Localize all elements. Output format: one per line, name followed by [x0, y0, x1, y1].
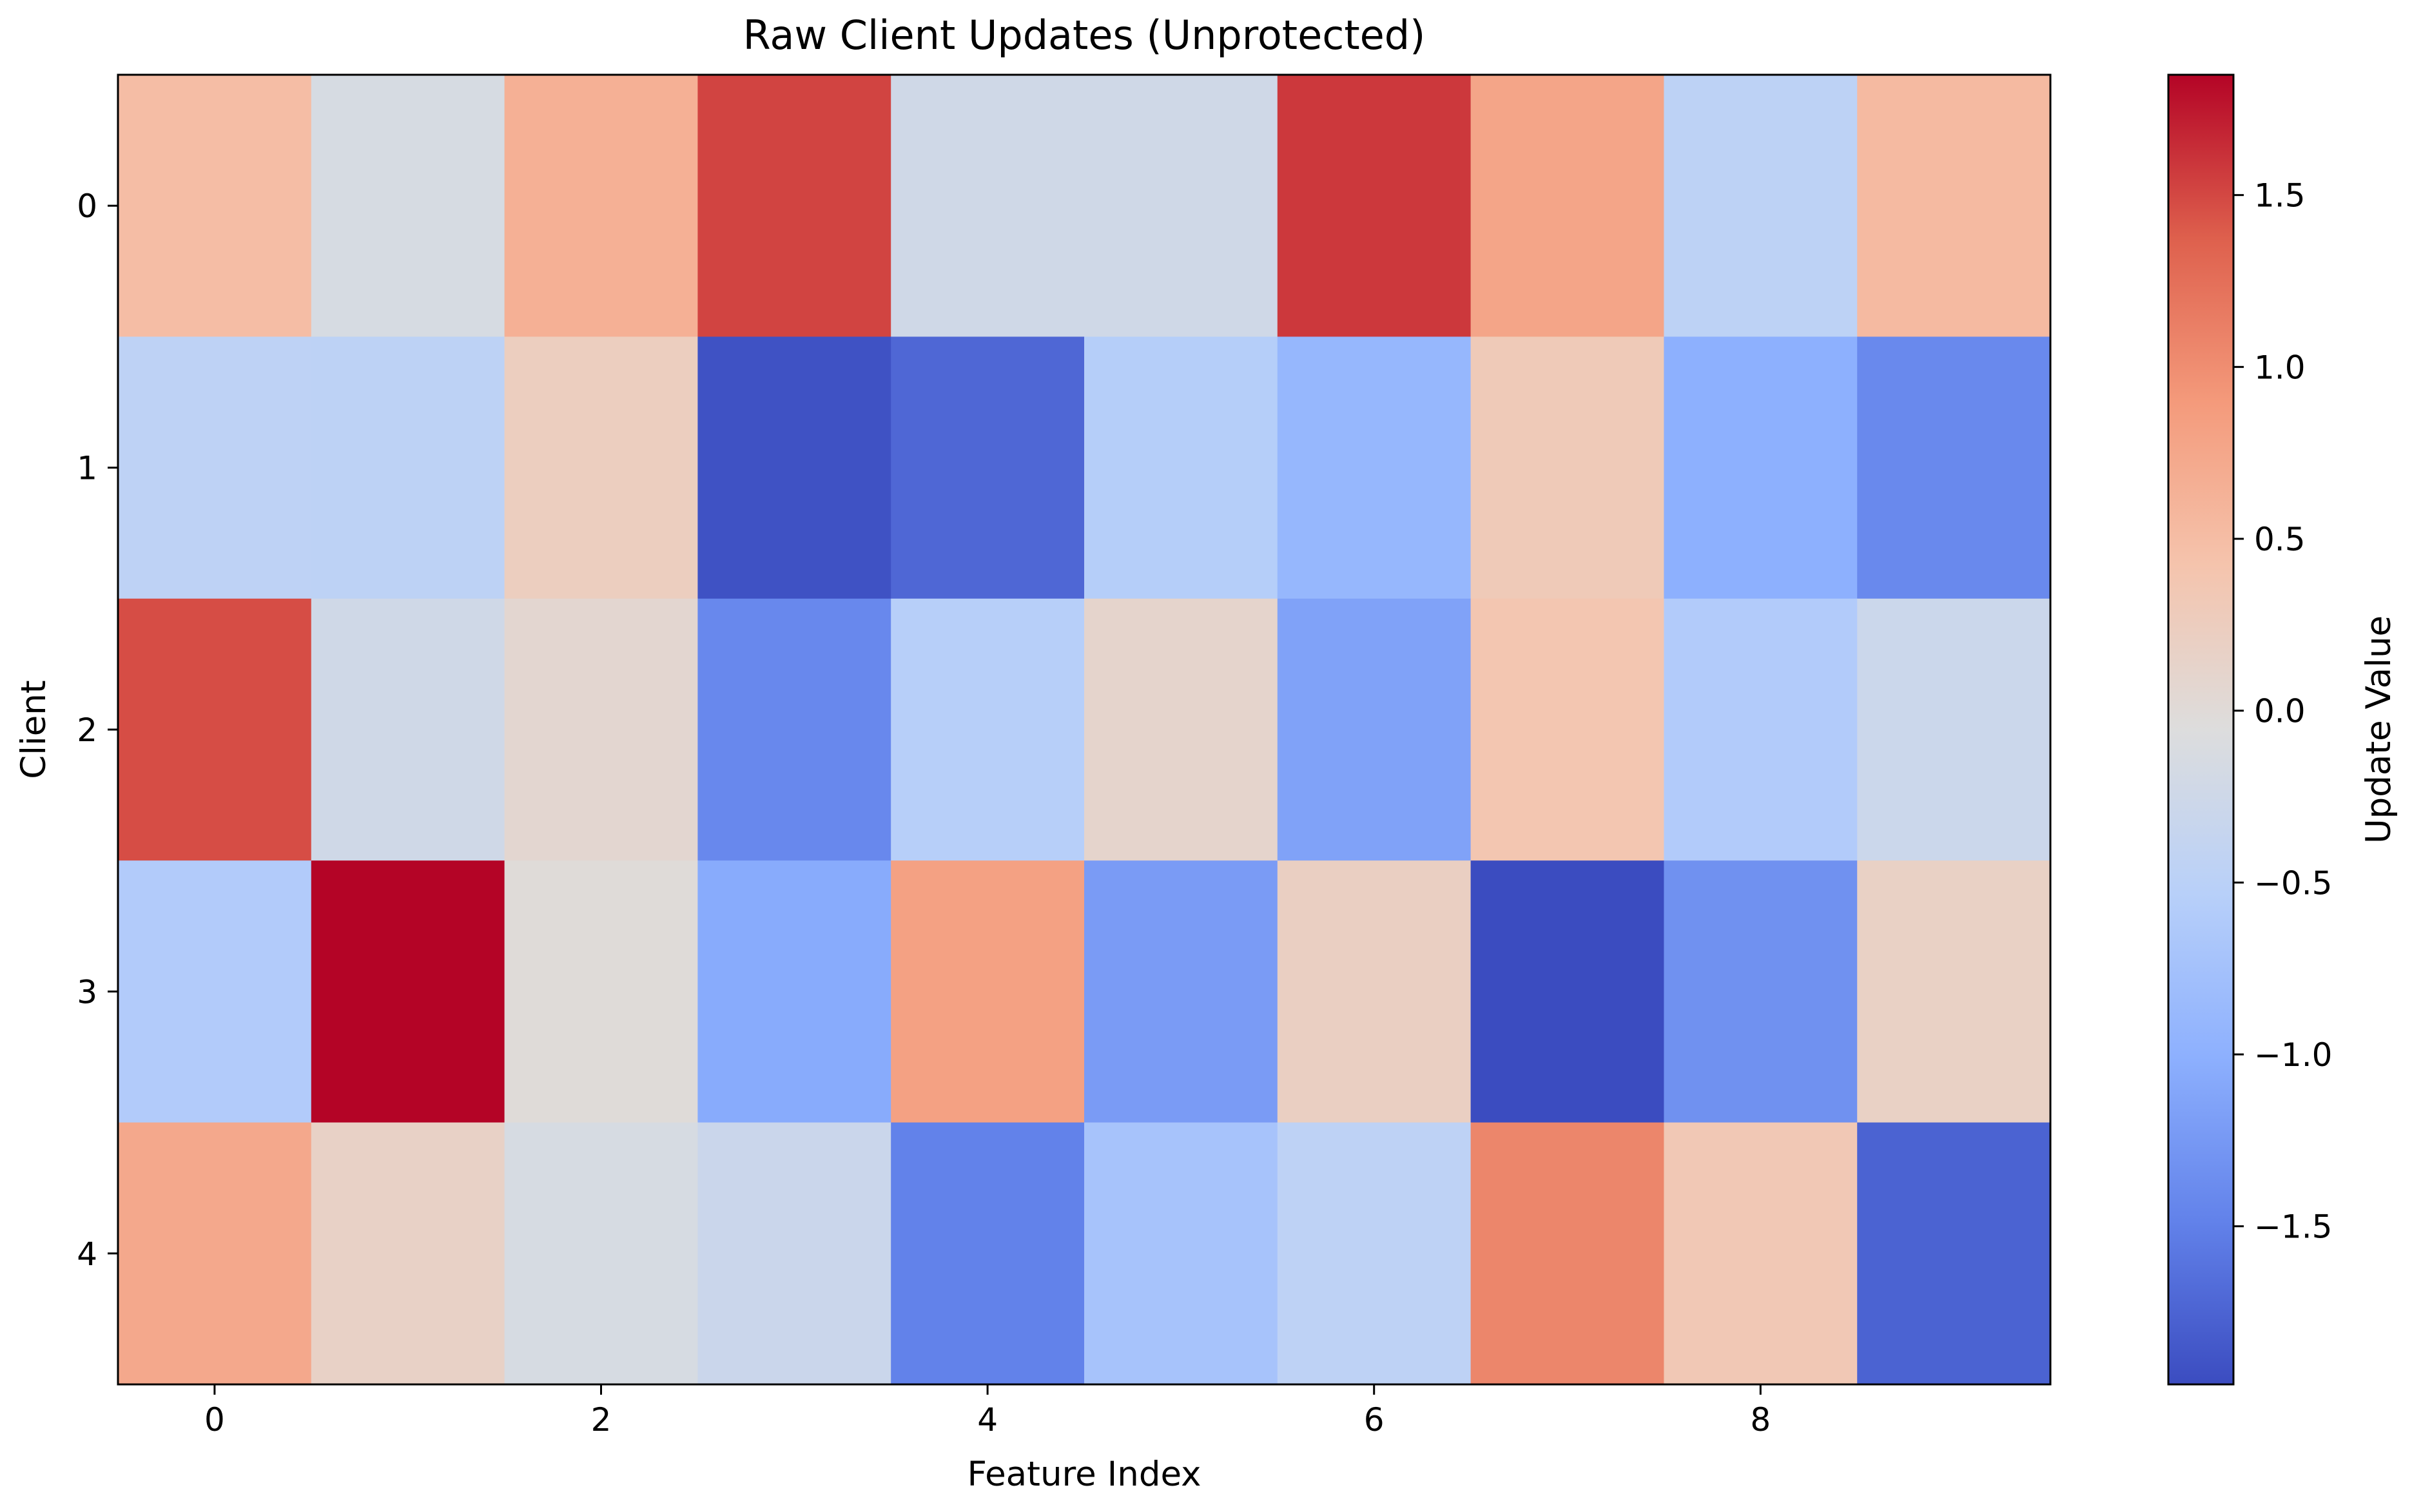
y-axis-label: Client — [14, 680, 53, 779]
heatmap-cell-r1-c4 — [891, 336, 1085, 599]
heatmap-cell-r0-c4 — [891, 75, 1085, 337]
heatmap-cells — [118, 75, 2051, 1385]
heatmap-cell-r0-c8 — [1664, 75, 1858, 337]
y-tick-label: 1 — [77, 450, 97, 487]
heatmap-cell-r3-c7 — [1470, 860, 1664, 1123]
heatmap-cell-r3-c1 — [311, 860, 505, 1123]
colorbar — [2167, 73, 2235, 1386]
x-axis-ticks: 0 2 4 6 8 — [204, 1384, 1771, 1439]
colorbar-tick-label: −1.0 — [2254, 1036, 2332, 1074]
heatmap-cell-r4-c4 — [891, 1122, 1085, 1385]
heatmap-cell-r1-c5 — [1084, 336, 1278, 599]
heatmap-cell-r0-c1 — [311, 75, 505, 337]
heatmap-cell-r4-c8 — [1664, 1122, 1858, 1385]
x-tick-label: 2 — [591, 1401, 612, 1439]
heatmap-cell-r0-c7 — [1470, 75, 1664, 337]
heatmap-cell-r2-c1 — [311, 598, 505, 861]
heatmap-cell-r0-c0 — [118, 75, 312, 337]
heatmap-cell-r3-c0 — [118, 860, 312, 1123]
heatmap-cell-r3-c2 — [504, 860, 698, 1123]
heatmap-cell-r3-c3 — [697, 860, 891, 1123]
heatmap-cell-r4-c3 — [697, 1122, 891, 1385]
heatmap-cell-r4-c2 — [504, 1122, 698, 1385]
x-tick-label: 6 — [1364, 1401, 1385, 1439]
colorbar-tick-label: 0.5 — [2254, 521, 2306, 558]
x-tick-label: 8 — [1750, 1401, 1771, 1439]
heatmap-cell-r1-c0 — [118, 336, 312, 599]
heatmap-cell-r0-c9 — [1857, 75, 2051, 337]
heatmap-cell-r2-c3 — [697, 598, 891, 861]
y-tick-label: 0 — [77, 188, 97, 225]
y-tick-label: 2 — [77, 712, 97, 749]
heatmap-cell-r2-c8 — [1664, 598, 1858, 861]
colorbar-label: Update Value — [2359, 615, 2398, 844]
heatmap-cell-r3-c5 — [1084, 860, 1278, 1123]
heatmap-cell-r0-c2 — [504, 75, 698, 337]
heatmap-cell-r3-c8 — [1664, 860, 1858, 1123]
heatmap-cell-r1-c7 — [1470, 336, 1664, 599]
chart-title: Raw Client Updates (Unprotected) — [743, 12, 1426, 59]
heatmap-cell-r2-c5 — [1084, 598, 1278, 861]
heatmap-cell-r2-c2 — [504, 598, 698, 861]
heatmap-cell-r4-c0 — [118, 1122, 312, 1385]
colorbar-tick-label: −0.5 — [2254, 864, 2332, 902]
colorbar-ticks: 1.5 1.0 0.5 0.0 −0.5 −1.0 −1.5 — [2233, 177, 2332, 1246]
heatmap-cell-r0-c6 — [1277, 75, 1472, 337]
y-axis-ticks: 0 1 2 3 4 — [77, 188, 118, 1273]
colorbar-tick-label: 1.5 — [2254, 177, 2306, 215]
heatmap-cell-r1-c9 — [1857, 336, 2051, 599]
heatmap-cell-r0-c3 — [697, 75, 891, 337]
heatmap-cell-r1-c6 — [1277, 336, 1472, 599]
heatmap-cell-r4-c9 — [1857, 1122, 2051, 1385]
heatmap-cell-r3-c4 — [891, 860, 1085, 1123]
heatmap-cell-r3-c6 — [1277, 860, 1472, 1123]
colorbar-tick-label: 0.0 — [2254, 693, 2306, 730]
colorbar-tick-label: 1.0 — [2254, 349, 2306, 386]
heatmap-cell-r1-c1 — [311, 336, 505, 599]
heatmap-cell-r2-c4 — [891, 598, 1085, 861]
y-tick-label: 4 — [77, 1236, 97, 1273]
heatmap-cell-r1-c8 — [1664, 336, 1858, 599]
y-tick-label: 3 — [77, 973, 97, 1011]
heatmap-cell-r0-c5 — [1084, 75, 1278, 337]
heatmap-cell-r2-c9 — [1857, 598, 2051, 861]
colorbar-tick-label: −1.5 — [2254, 1208, 2332, 1246]
heatmap-cell-r3-c9 — [1857, 860, 2051, 1123]
heatmap-cell-r4-c7 — [1470, 1122, 1664, 1385]
heatmap-cell-r2-c7 — [1470, 598, 1664, 861]
heatmap-cell-r4-c6 — [1277, 1122, 1472, 1385]
x-tick-label: 0 — [204, 1401, 225, 1439]
x-tick-label: 4 — [977, 1401, 998, 1439]
heatmap-cell-r2-c6 — [1277, 598, 1472, 861]
heatmap-cell-r1-c3 — [697, 336, 891, 599]
heatmap-cell-r1-c2 — [504, 336, 698, 599]
x-axis-label: Feature Index — [967, 1455, 1201, 1494]
heatmap-cell-r4-c1 — [311, 1122, 505, 1385]
heatmap-cell-r2-c0 — [118, 598, 312, 861]
heatmap-cell-r4-c5 — [1084, 1122, 1278, 1385]
